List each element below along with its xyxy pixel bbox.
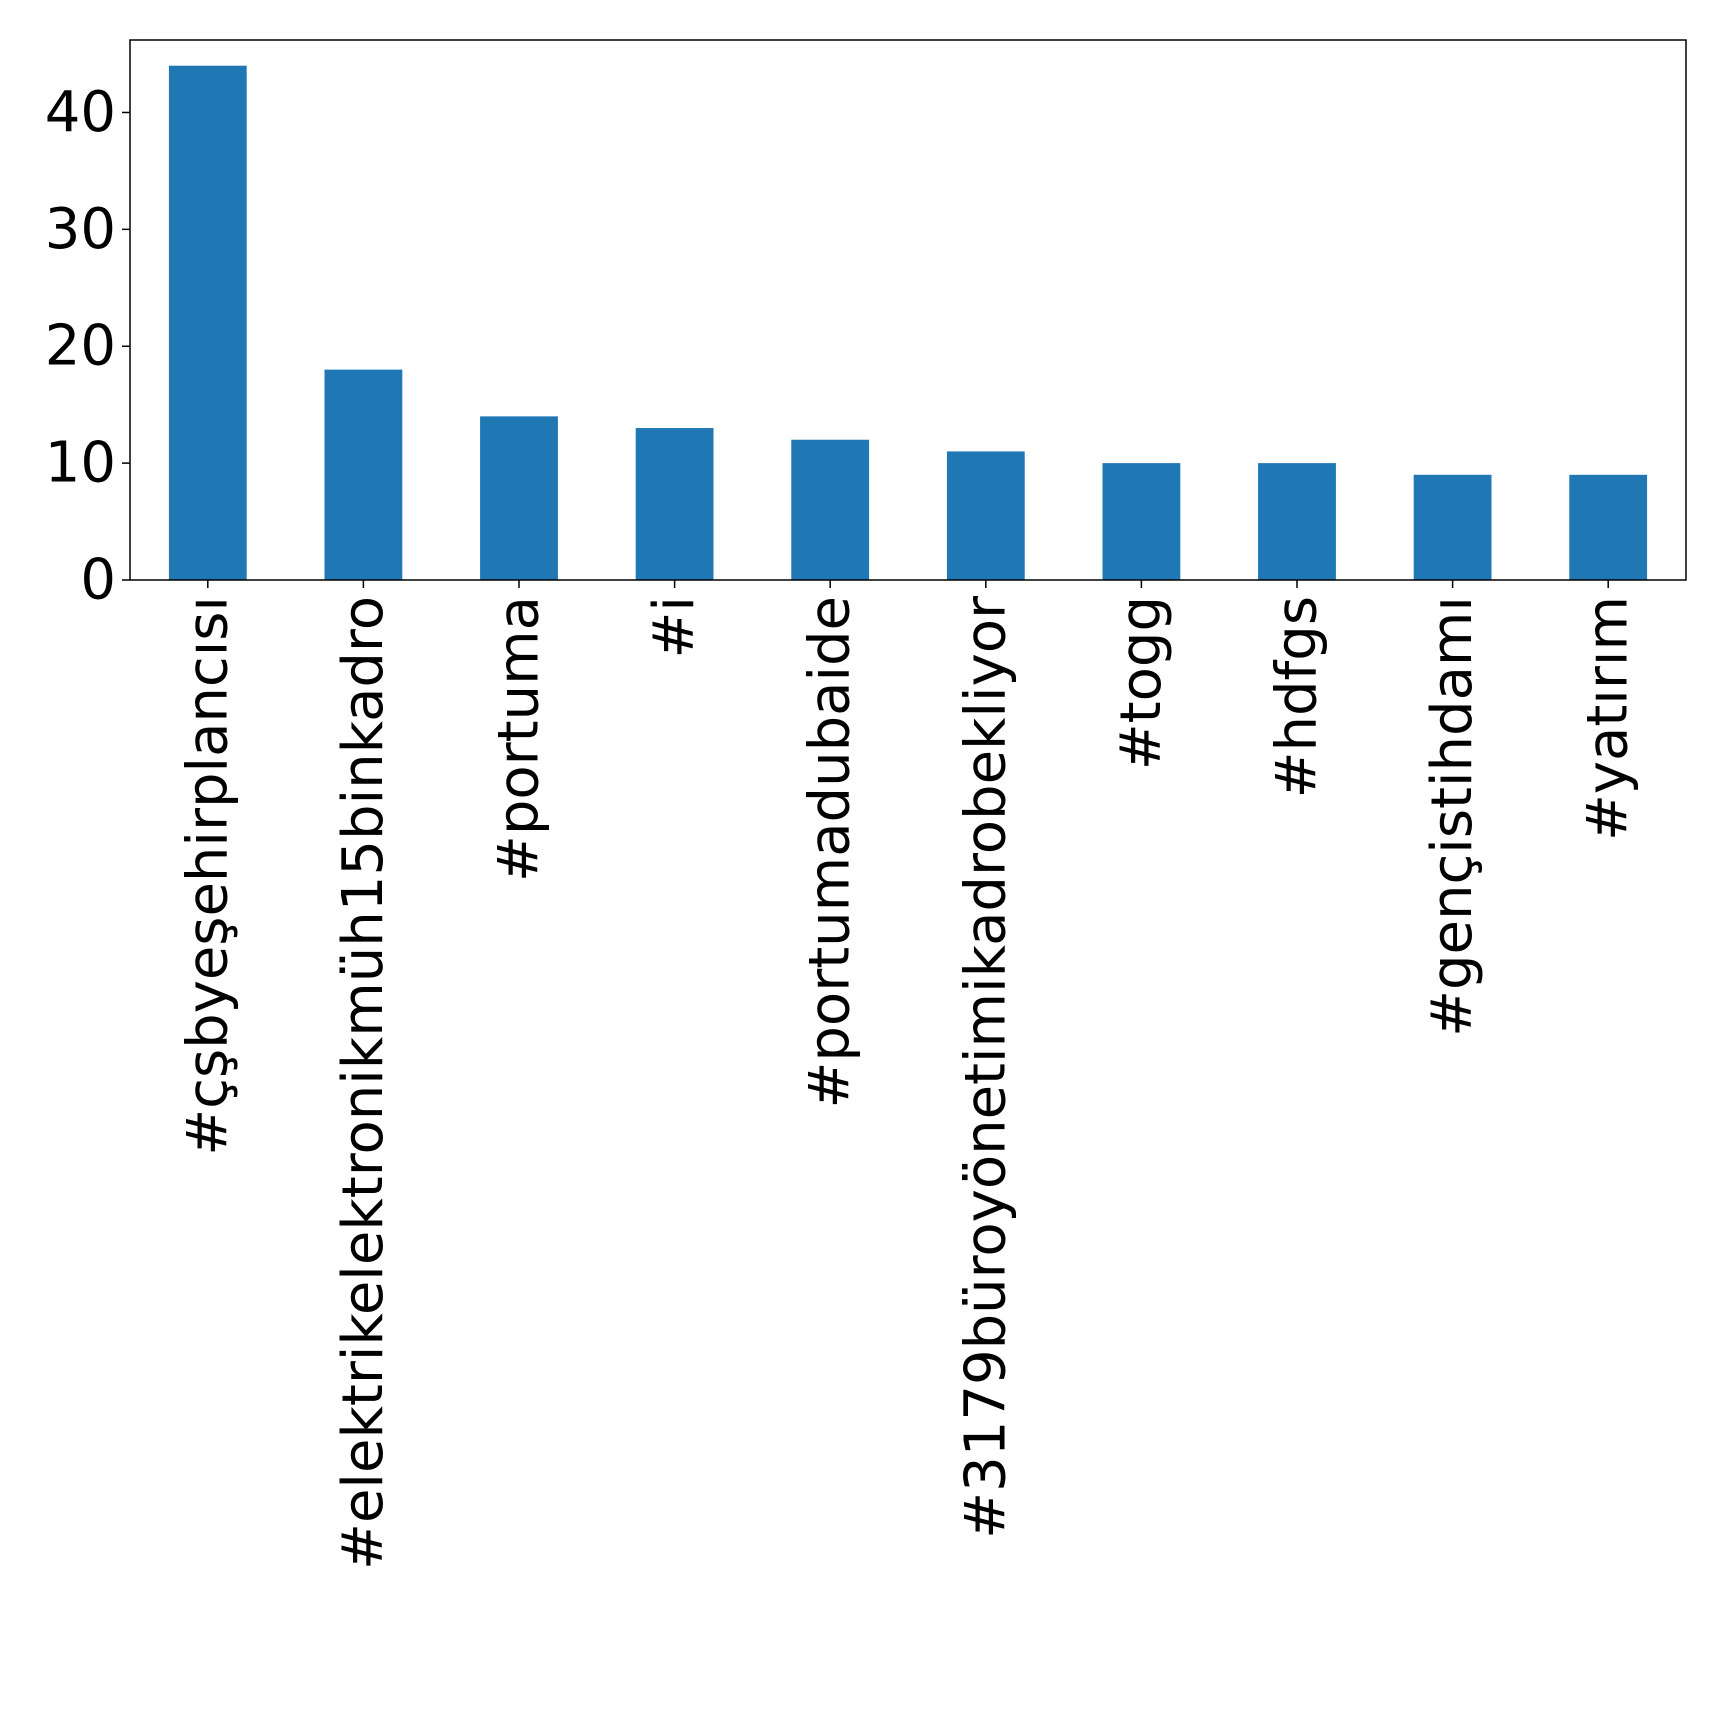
bar [1413, 474, 1492, 580]
bars-group [168, 65, 1648, 580]
bar [1258, 463, 1336, 580]
x-axis: #çşbyeşehirplancısı #elektrikelektronikmü… [175, 580, 1641, 1570]
x-tick-label: #yatırım [1576, 596, 1641, 841]
bar [480, 416, 558, 580]
x-tick-label: #togg [1109, 596, 1174, 770]
x-tick-label: #elektrikelektronikmüh15binkadro [331, 596, 396, 1570]
bar [324, 369, 403, 580]
x-tick-label: #portumadubaide [798, 596, 863, 1109]
bar [168, 65, 247, 580]
x-tick-label: #hdfgs [1265, 596, 1330, 798]
x-tick-label: #3179büroyönetimikadrobekliyor [953, 595, 1018, 1539]
bar [1569, 474, 1648, 580]
plot-frame [129, 39, 1687, 581]
y-tick-label: 20 [45, 314, 116, 379]
y-tick-label: 30 [45, 197, 116, 262]
x-tick-label: #çşbyeşehirplancısı [175, 596, 240, 1156]
bar [635, 428, 714, 580]
y-axis: 0 10 20 30 40 [45, 80, 130, 613]
bar [946, 451, 1025, 580]
x-tick-label: #i [642, 596, 707, 658]
y-tick-label: 40 [45, 80, 116, 145]
x-tick-label: #gençistihdamı [1420, 596, 1485, 1037]
bar [1102, 463, 1181, 580]
y-tick-label: 10 [45, 431, 116, 496]
y-tick-label: 0 [80, 548, 116, 613]
bar [791, 439, 870, 580]
x-tick-label: #portuma [487, 596, 552, 882]
